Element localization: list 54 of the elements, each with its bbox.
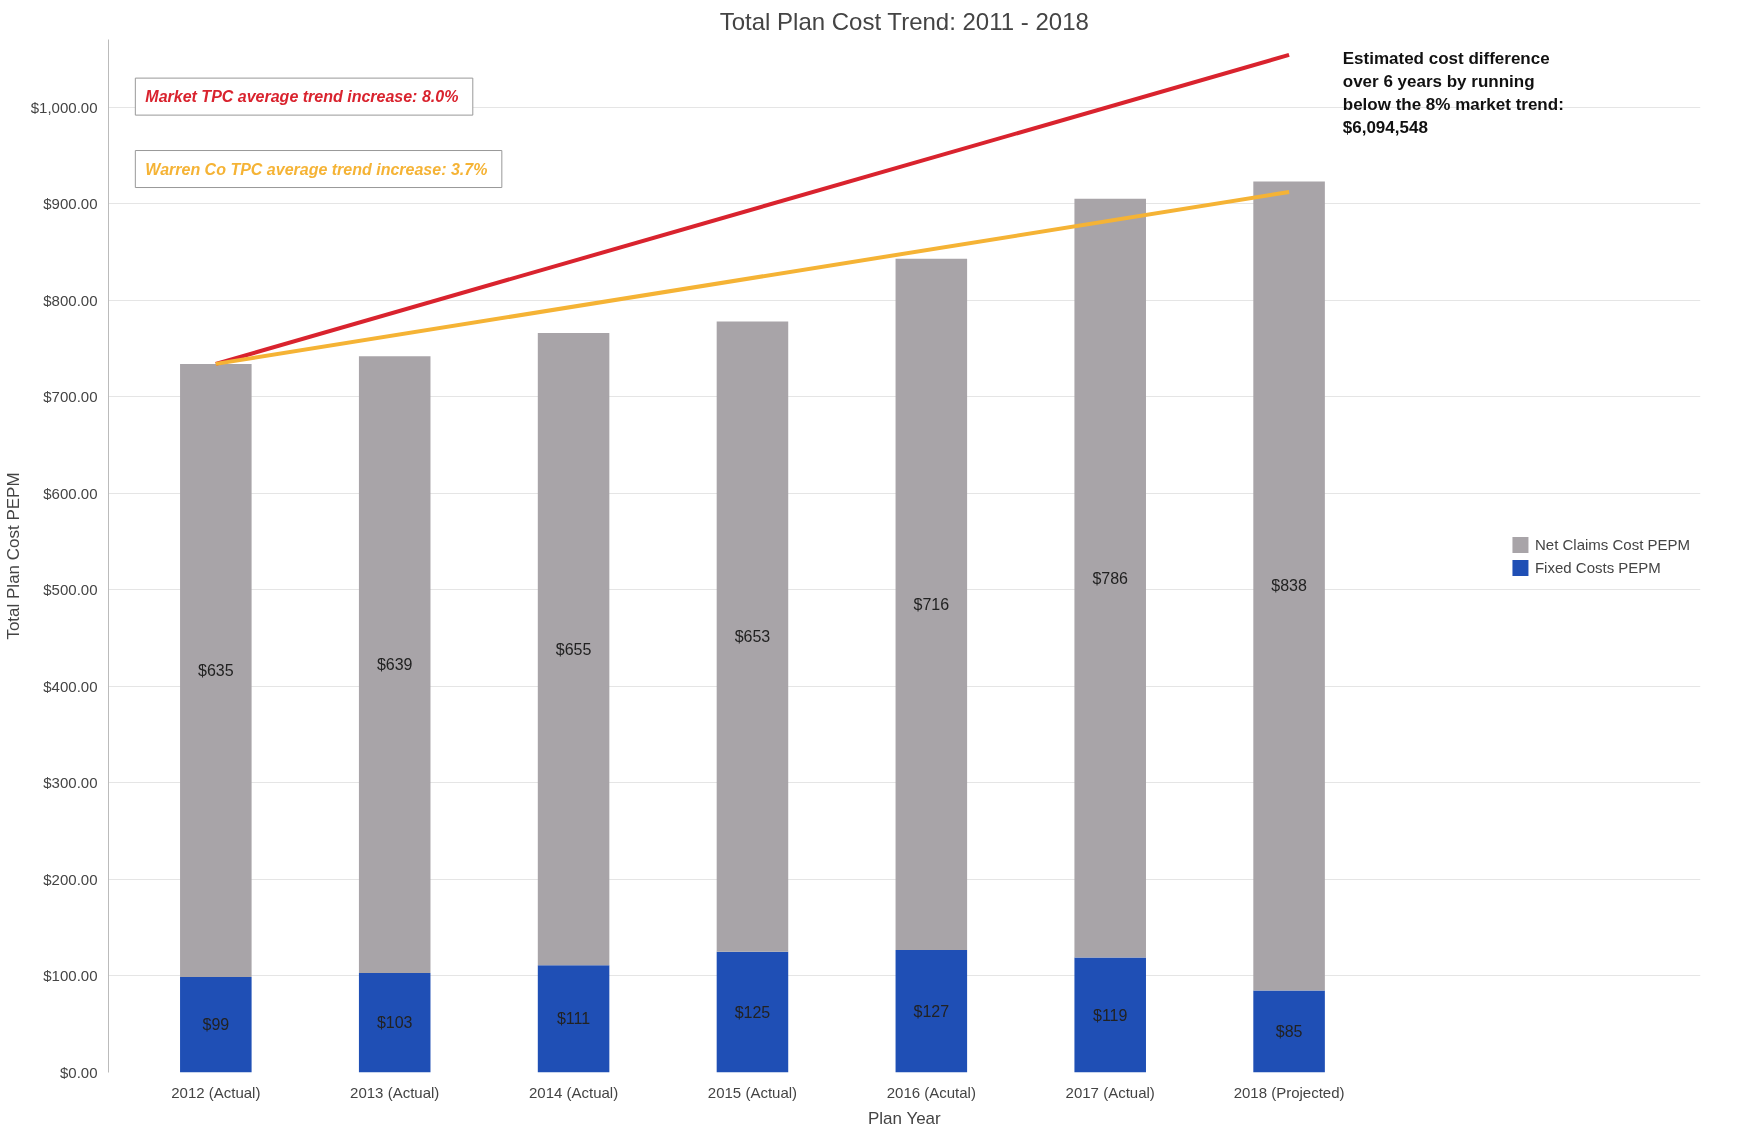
bar <box>180 976 252 1073</box>
y-tick-label: $600.00 <box>43 484 98 502</box>
x-tick-label: 2013 (Actual) <box>350 1083 440 1101</box>
annotation: Estimated cost difference over 6 years by running below the 8% market trend: $6,094,548 <box>1342 49 1564 137</box>
y-axis-title: Total Plan Cost PEPM <box>3 472 23 640</box>
bar <box>895 258 968 950</box>
x-tick-label: 2016 (Acutal) <box>886 1083 976 1101</box>
bar <box>358 973 431 1073</box>
bar <box>537 332 610 966</box>
data-label: $653 <box>734 628 771 646</box>
data-label: $655 <box>555 640 592 658</box>
x-tick-label: 2018 (Projected) <box>1233 1083 1345 1101</box>
y-tick-label: $800.00 <box>43 291 98 309</box>
y-tick-label: $0.00 <box>59 1064 98 1081</box>
data-label: $127 <box>913 1002 950 1020</box>
legend-label: Fixed Costs PEPM <box>1534 558 1661 576</box>
annotation: Market TPC average trend increase: 8.0% <box>145 88 459 106</box>
bar <box>1074 198 1146 958</box>
data-label: $85 <box>1275 1022 1303 1040</box>
data-label: $103 <box>376 1014 413 1032</box>
y-tick-label: $900.00 <box>43 195 98 213</box>
data-label: $716 <box>913 595 950 613</box>
data-label: $111 <box>556 1010 591 1028</box>
y-tick-label: $200.00 <box>43 870 98 888</box>
data-label: $125 <box>734 1003 771 1021</box>
data-label: $99 <box>202 1016 230 1034</box>
data-label: $639 <box>376 656 413 674</box>
annotation: Warren Co TPC average trend increase: 3.7% <box>145 160 488 178</box>
legend-label: Net Claims Cost PEPM <box>1534 535 1690 553</box>
x-axis-title: Plan Year <box>867 1108 942 1128</box>
y-tick-label: $1,000.00 <box>30 98 98 116</box>
y-tick-label: $500.00 <box>43 581 98 599</box>
data-label: $786 <box>1092 569 1129 587</box>
bar <box>180 363 252 977</box>
bar <box>1253 181 1325 991</box>
chart-title: Total Plan Cost Trend: 2011 - 2018 <box>719 7 1089 35</box>
bar <box>716 951 789 1073</box>
bar <box>537 965 610 1073</box>
bar <box>716 321 789 952</box>
x-tick-label: 2015 (Actual) <box>707 1083 798 1101</box>
y-tick-label: $300.00 <box>43 774 98 792</box>
y-tick-label: $100.00 <box>43 967 98 985</box>
bar <box>1253 990 1325 1073</box>
y-tick-label: $700.00 <box>43 388 98 406</box>
x-tick-label: 2012 (Actual) <box>171 1083 261 1101</box>
data-label: $635 <box>198 661 234 679</box>
bar <box>358 356 431 974</box>
y-tick-label: $400.00 <box>43 677 98 695</box>
data-label: $119 <box>1093 1006 1128 1024</box>
bar <box>1074 957 1146 1073</box>
x-tick-label: 2017 (Actual) <box>1065 1083 1155 1101</box>
x-tick-label: 2014 (Actual) <box>528 1083 619 1101</box>
data-label: $838 <box>1271 577 1307 595</box>
bar <box>895 949 968 1073</box>
